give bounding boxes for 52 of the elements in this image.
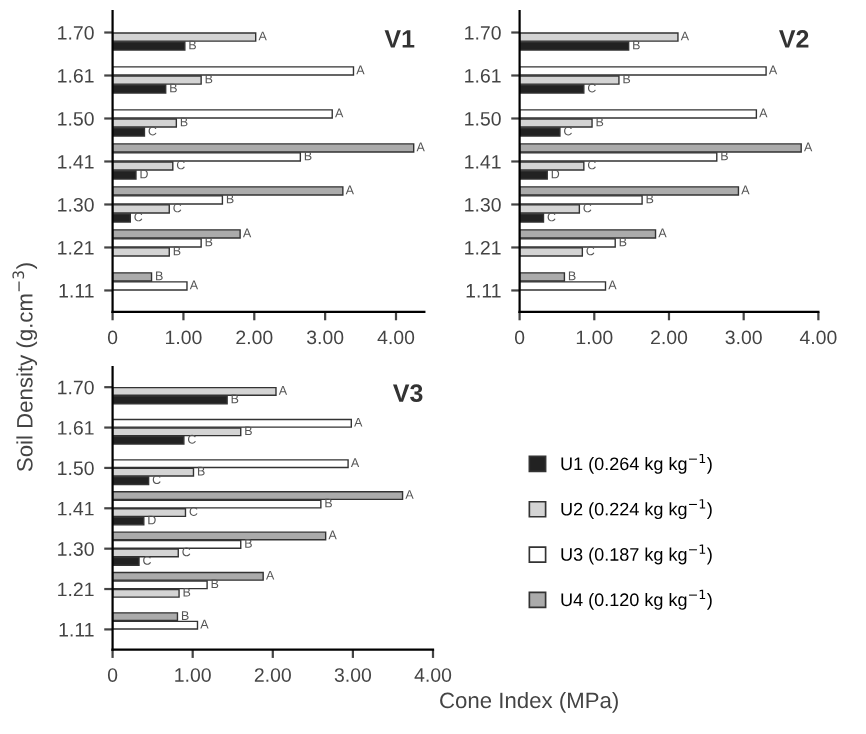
legend-label: U4 (0.120 kg kg$^{−1}$) bbox=[561, 589, 712, 610]
x-tick-label: 1.00 bbox=[175, 668, 211, 682]
x-tick-label: 4.00 bbox=[414, 668, 452, 682]
x-tick-label: 2.00 bbox=[236, 330, 273, 345]
bar bbox=[112, 620, 199, 630]
x-tick-label: 3.00 bbox=[334, 668, 372, 682]
x-tick-label: 0 bbox=[107, 330, 118, 345]
bar bbox=[112, 418, 352, 428]
y-tick-label: 1.21 bbox=[58, 582, 94, 597]
y-tick-label: 1.21 bbox=[465, 240, 501, 255]
y-tick-label: 1.21 bbox=[58, 240, 94, 255]
y-tick-label: 1.11 bbox=[59, 284, 94, 298]
x-axis-title: Cone Index (MPa) bbox=[440, 691, 618, 713]
y-tick-label: 1.41 bbox=[465, 155, 501, 169]
y-tick-label: 1.41 bbox=[58, 501, 94, 516]
x-tick-label: 0 bbox=[514, 330, 525, 345]
y-tick-label: 1.70 bbox=[465, 25, 501, 40]
legend-label: U3 (0.187 kg kg$^{−1}$) bbox=[561, 544, 712, 565]
x-tick-label: 4.00 bbox=[799, 330, 837, 345]
x-tick-label: 3.00 bbox=[306, 330, 344, 345]
bar bbox=[112, 459, 349, 469]
y-tick-label: 1.70 bbox=[58, 380, 94, 395]
text: V3 bbox=[392, 384, 423, 403]
y-tick-label: 1.61 bbox=[465, 68, 501, 83]
y-tick-label: 1.50 bbox=[58, 461, 94, 476]
text: V2 bbox=[779, 30, 809, 48]
y-tick-label: 1.50 bbox=[58, 111, 94, 126]
y-tick-label: 1.61 bbox=[58, 68, 94, 83]
x-tick-label: 1.00 bbox=[166, 330, 202, 345]
y-tick-label: 1.50 bbox=[465, 111, 501, 126]
y-tick-label: 1.11 bbox=[59, 623, 94, 637]
y-tick-label: 1.30 bbox=[58, 197, 94, 212]
y-tick-label: 1.61 bbox=[58, 421, 94, 435]
bar bbox=[112, 386, 277, 396]
y-tick-label: 1.30 bbox=[58, 542, 94, 556]
y-axis-title: Soil Density (g.cm$^{−3}$) bbox=[12, 263, 38, 472]
y-tick-label: 1.30 bbox=[465, 197, 501, 212]
legend-label: U2 (0.224 kg kg$^{−1}$) bbox=[561, 499, 712, 520]
text: V1 bbox=[384, 30, 415, 48]
y-tick-label: 1.41 bbox=[58, 155, 94, 169]
x-tick-label: 1.00 bbox=[576, 330, 613, 345]
x-tick-label: 2.00 bbox=[254, 668, 291, 682]
bar bbox=[112, 491, 404, 501]
legend-label: U1 (0.264 kg kg$^{−1}$) bbox=[561, 453, 712, 474]
y-tick-label: 1.70 bbox=[58, 25, 94, 40]
y-tick-label: 1.11 bbox=[466, 284, 501, 298]
x-tick-label: 3.00 bbox=[725, 330, 762, 345]
bar bbox=[112, 571, 264, 581]
x-tick-label: 0 bbox=[107, 668, 118, 682]
x-tick-label: 2.00 bbox=[651, 330, 688, 345]
bar bbox=[112, 531, 327, 541]
x-tick-label: 4.00 bbox=[377, 330, 415, 345]
